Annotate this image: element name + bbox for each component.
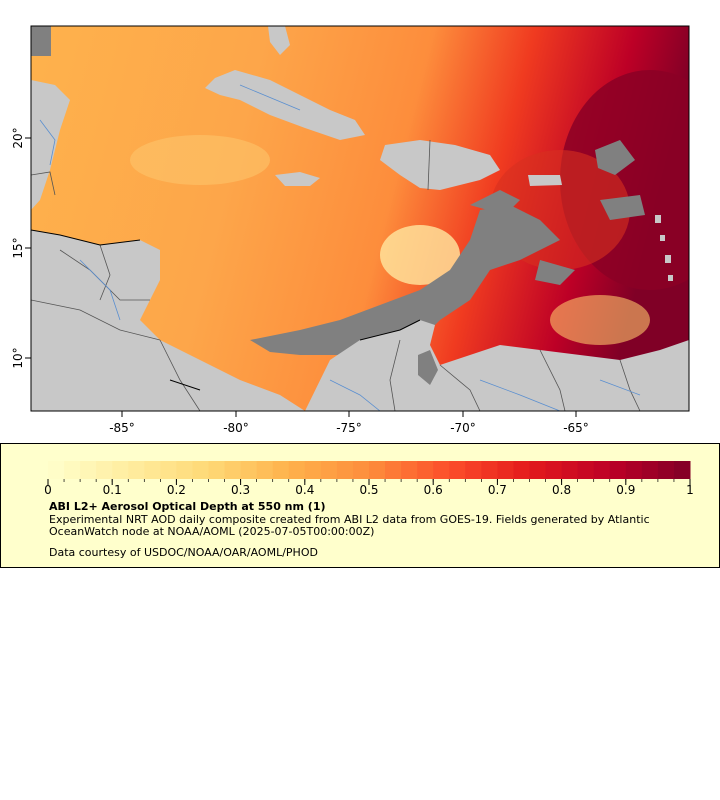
land-jamaica: [275, 172, 320, 186]
colorbar-cell: [417, 461, 434, 479]
colorbar-tick-label: 0.5: [359, 483, 378, 497]
colorbar-tick-label: 0.7: [488, 483, 507, 497]
lat-axis: 20° 15° 10°: [11, 127, 31, 369]
legend-title: ABI L2+ Aerosol Optical Depth at 550 nm …: [49, 500, 326, 513]
map-area: -85° -80° -75° -70° -65° 20° 15° 10°: [0, 0, 720, 440]
colorbar-tick-label: 0.9: [616, 483, 635, 497]
colorbar: 0 0.1 0.2 0.3 0.4 0.5 0.6 0.7 0.8 0.9 1: [44, 461, 694, 497]
lon-tick-label: -75°: [336, 421, 362, 435]
low-aod-patch: [380, 225, 460, 285]
colorbar-cell: [320, 461, 338, 479]
colorbar-tick-label: 0: [44, 483, 52, 497]
land-puerto-rico: [528, 175, 562, 186]
land-central-america: [31, 230, 305, 411]
colorbar-cell: [561, 461, 579, 479]
legend-panel: 0 0.1 0.2 0.3 0.4 0.5 0.6 0.7 0.8 0.9 1 ABI L2+ Ae…: [0, 443, 720, 568]
colorbar-cell: [433, 461, 450, 479]
colorbar-cell: [625, 461, 643, 479]
rivers: [39, 84, 641, 411]
colorbar-tick-label: 0.1: [103, 483, 122, 497]
lon-tick-label: -65°: [563, 421, 589, 435]
lat-tick-label: 15°: [11, 237, 25, 258]
land-yucatan: [31, 80, 70, 210]
map-canvas[interactable]: -85° -80° -75° -70° -65° 20° 15° 10°: [0, 0, 720, 440]
colorbar-cell: [465, 461, 482, 479]
lat-tick-label: 10°: [11, 347, 25, 368]
map-frame: [30, 25, 690, 412]
lon-tick-label: -85°: [109, 421, 135, 435]
colorbar-cell: [272, 461, 290, 479]
colorbar-tick-label: 0.8: [552, 483, 571, 497]
lon-axis: -85° -80° -75° -70° -65°: [109, 411, 589, 435]
low-aod-patch: [550, 295, 650, 345]
colorbar-cell: [192, 461, 209, 479]
colorbar-cell: [529, 461, 547, 479]
colorbar-cell: [208, 461, 226, 479]
colorbar-cell: [240, 461, 258, 479]
colorbar-cell: [657, 461, 675, 479]
colorbar-cell: [256, 461, 274, 479]
political-borders: [31, 139, 641, 411]
colorbar-cell: [641, 461, 659, 479]
colorbar-cells: [48, 461, 691, 479]
colorbar-cell: [609, 461, 627, 479]
colorbar-tick-label: 0.3: [231, 483, 250, 497]
colorbar-ticks: 0 0.1 0.2 0.3 0.4 0.5 0.6 0.7 0.8 0.9 1: [44, 479, 694, 497]
lon-tick-label: -70°: [450, 421, 476, 435]
colorbar-cell: [160, 461, 177, 479]
colorbar-cell: [369, 461, 386, 479]
colorbar-cell: [144, 461, 161, 479]
colorbar-cell: [577, 461, 595, 479]
colorbar-tick-label: 0.4: [295, 483, 314, 497]
colorbar-cell: [96, 461, 113, 479]
colorbar-cell: [112, 461, 129, 479]
land-lake-maracaibo: [418, 350, 438, 385]
colorbar-tick-label: 0.2: [167, 483, 186, 497]
colorbar-cell: [401, 461, 418, 479]
colorbar-cell: [449, 461, 466, 479]
low-aod-patch: [130, 135, 270, 185]
colorbar-cell: [304, 461, 322, 479]
colorbar-cell: [48, 461, 65, 479]
colorbar-cell: [352, 461, 370, 479]
legend-description: Experimental NRT AOD daily composite cre…: [49, 513, 650, 538]
lat-tick-label: 20°: [11, 127, 25, 148]
colorbar-cell: [176, 461, 193, 479]
colorbar-cell: [385, 461, 402, 479]
colorbar-cell: [673, 461, 691, 479]
colorbar-cell: [224, 461, 242, 479]
colorbar-cell: [593, 461, 611, 479]
lon-tick-label: -80°: [223, 421, 249, 435]
land-lesser-antilles: [655, 215, 673, 281]
land-south-america: [305, 320, 689, 411]
country-outline-black: [31, 229, 421, 391]
colorbar-cell: [481, 461, 498, 479]
colorbar-cell: [288, 461, 306, 479]
colorbar-cell: [545, 461, 563, 479]
land-hispaniola: [380, 140, 500, 190]
legend-credit: Data courtesy of USDOC/NOAA/OAR/AOML/PHO…: [49, 546, 318, 559]
colorbar-cell: [497, 461, 514, 479]
colorbar-cell: [336, 461, 354, 479]
colorbar-tick-label: 1: [686, 483, 694, 497]
colorbar-cell: [513, 461, 530, 479]
colorbar-cell: [80, 461, 97, 479]
colorbar-cell: [64, 461, 81, 479]
colorbar-cell: [128, 461, 145, 479]
land-florida: [268, 26, 290, 55]
colorbar-tick-label: 0.6: [424, 483, 443, 497]
